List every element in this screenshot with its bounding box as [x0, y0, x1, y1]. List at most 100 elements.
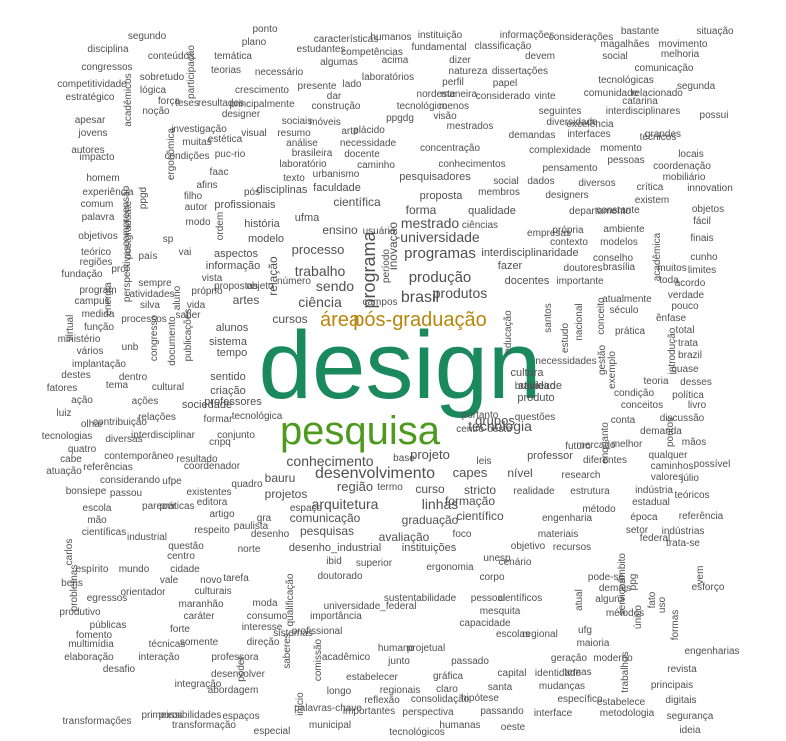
word-modo: modo — [185, 217, 210, 228]
word-científico: científico — [456, 509, 504, 523]
word-locais: locais — [678, 149, 704, 160]
word-lado: lado — [343, 79, 362, 90]
word-recursos: recursos — [553, 542, 591, 553]
word-vinte: vinte — [534, 91, 556, 102]
word-referências: referências — [83, 462, 132, 473]
word-puc-rio: puc-rio — [215, 149, 246, 160]
word-ppgd: ppgd — [138, 187, 149, 209]
word-teórico: teórico — [81, 247, 111, 258]
word-documento: documento — [167, 316, 178, 366]
word-professores: professores — [204, 396, 262, 408]
word-regionais: regionais — [380, 685, 421, 696]
word-ciência: ciência — [298, 294, 342, 310]
word-universidade: universidade — [400, 229, 480, 245]
word-claro: claro — [436, 684, 458, 695]
word-produtivo: produtivo — [59, 607, 101, 618]
word-direção: direção — [247, 637, 280, 648]
word-móveis: móveis — [309, 117, 341, 128]
word-ppg: ppg — [628, 574, 639, 591]
word-força: força — [158, 96, 181, 107]
word-período: período — [381, 249, 392, 283]
word-estadual: estadual — [632, 497, 670, 508]
word-maioria: maioria — [577, 638, 610, 649]
word-ergonomia: ergonomia — [426, 562, 474, 573]
word-fomento: fomento — [76, 630, 113, 641]
word-trabalho: trabalho — [295, 263, 346, 279]
word-acima: acima — [382, 55, 409, 66]
word-considerando: considerando — [100, 475, 160, 486]
word-contemporâneo: contemporâneo — [104, 451, 174, 462]
word-importante: importante — [556, 276, 604, 287]
word-nacional: nacional — [574, 303, 585, 340]
word-moderno: moderno — [593, 653, 633, 664]
word-momento: momento — [600, 143, 642, 154]
word-presente: presente — [298, 81, 337, 92]
word-alunos: alunos — [216, 322, 249, 334]
word-dentro: dentro — [119, 372, 148, 383]
word-tecnologias: tecnologias — [42, 431, 93, 442]
word-área: área — [320, 309, 361, 331]
word-consumo: consumo — [247, 611, 288, 622]
word-desenvolvimento: desenvolvimento — [315, 465, 435, 482]
word-segunda: segunda — [677, 81, 716, 92]
word-desenvolver: desenvolver — [211, 669, 266, 680]
word-diferentes: diferentes — [583, 455, 627, 466]
word-diversos: diversos — [578, 178, 615, 189]
word-competências: competências — [341, 47, 403, 58]
word-junto: junto — [387, 656, 410, 667]
word-sistemas: sistemas — [273, 628, 312, 639]
word-serviços: serviços — [617, 579, 628, 616]
word-criação: criação — [210, 385, 245, 397]
word-projetual: projetual — [407, 643, 445, 654]
word-professor: professor — [527, 450, 573, 462]
word-ações: ações — [132, 396, 159, 407]
word-norte: norte — [238, 544, 261, 555]
word-algumas: algumas — [320, 57, 358, 68]
word-dados: dados — [527, 176, 554, 187]
word-sobretudo: sobretudo — [140, 72, 185, 83]
word-social: social — [493, 176, 519, 187]
word-membros: membros — [478, 187, 520, 198]
word-plácido: plácido — [353, 125, 385, 136]
word-comum: comum — [81, 199, 114, 210]
word-escola: escola — [83, 503, 112, 514]
word-questão: questão — [168, 541, 204, 552]
word-publicações: publicações — [183, 309, 194, 362]
word-propostas: propostas — [214, 281, 258, 292]
word-estudo: estudo — [560, 323, 571, 353]
word-cunho: cunho — [690, 252, 718, 263]
word-primeiros: primeiros — [141, 710, 182, 721]
word-revista: revista — [667, 664, 697, 675]
word-culturais: culturais — [194, 586, 231, 597]
word-visão: visão — [433, 111, 457, 122]
word-quase: quase — [671, 364, 699, 375]
word-metodologia: metodologia — [600, 708, 655, 719]
word-interface: interface — [534, 708, 573, 719]
word-país: país — [139, 251, 158, 262]
word-energia: energia — [103, 282, 114, 316]
word-arte: arte — [341, 126, 359, 137]
word-vai: vai — [179, 247, 192, 258]
word-atividades: atividades — [129, 289, 174, 300]
word-instituições: instituições — [402, 542, 457, 554]
word-pessoas: pessoas — [607, 155, 644, 166]
word-indústrias: indústrias — [662, 526, 705, 537]
word-valores: valores — [651, 472, 683, 483]
word-superior: superior — [356, 558, 393, 569]
word-considerado: considerado — [476, 91, 531, 102]
word-paulista: paulista — [234, 521, 269, 532]
word-ordem: ordem — [215, 212, 226, 240]
word-conselho: conselho — [593, 253, 633, 264]
word-foco: foco — [453, 529, 472, 540]
word-tema: tema — [106, 380, 129, 391]
word-qualquer: qualquer — [649, 450, 689, 461]
word-programas: programas — [404, 245, 476, 262]
word-acadêmico: acadêmico — [322, 652, 371, 663]
word-interdisciplinares: interdisciplinares — [606, 106, 680, 117]
word-arquitetura: arquitetura — [312, 496, 379, 512]
word-métodos: métodos — [606, 608, 644, 619]
word-escolas: escolas — [496, 629, 530, 640]
word-pode-se: pode-se — [588, 572, 625, 583]
word-exemplo: exemplo — [607, 351, 618, 389]
word-temática: temática — [214, 51, 252, 62]
